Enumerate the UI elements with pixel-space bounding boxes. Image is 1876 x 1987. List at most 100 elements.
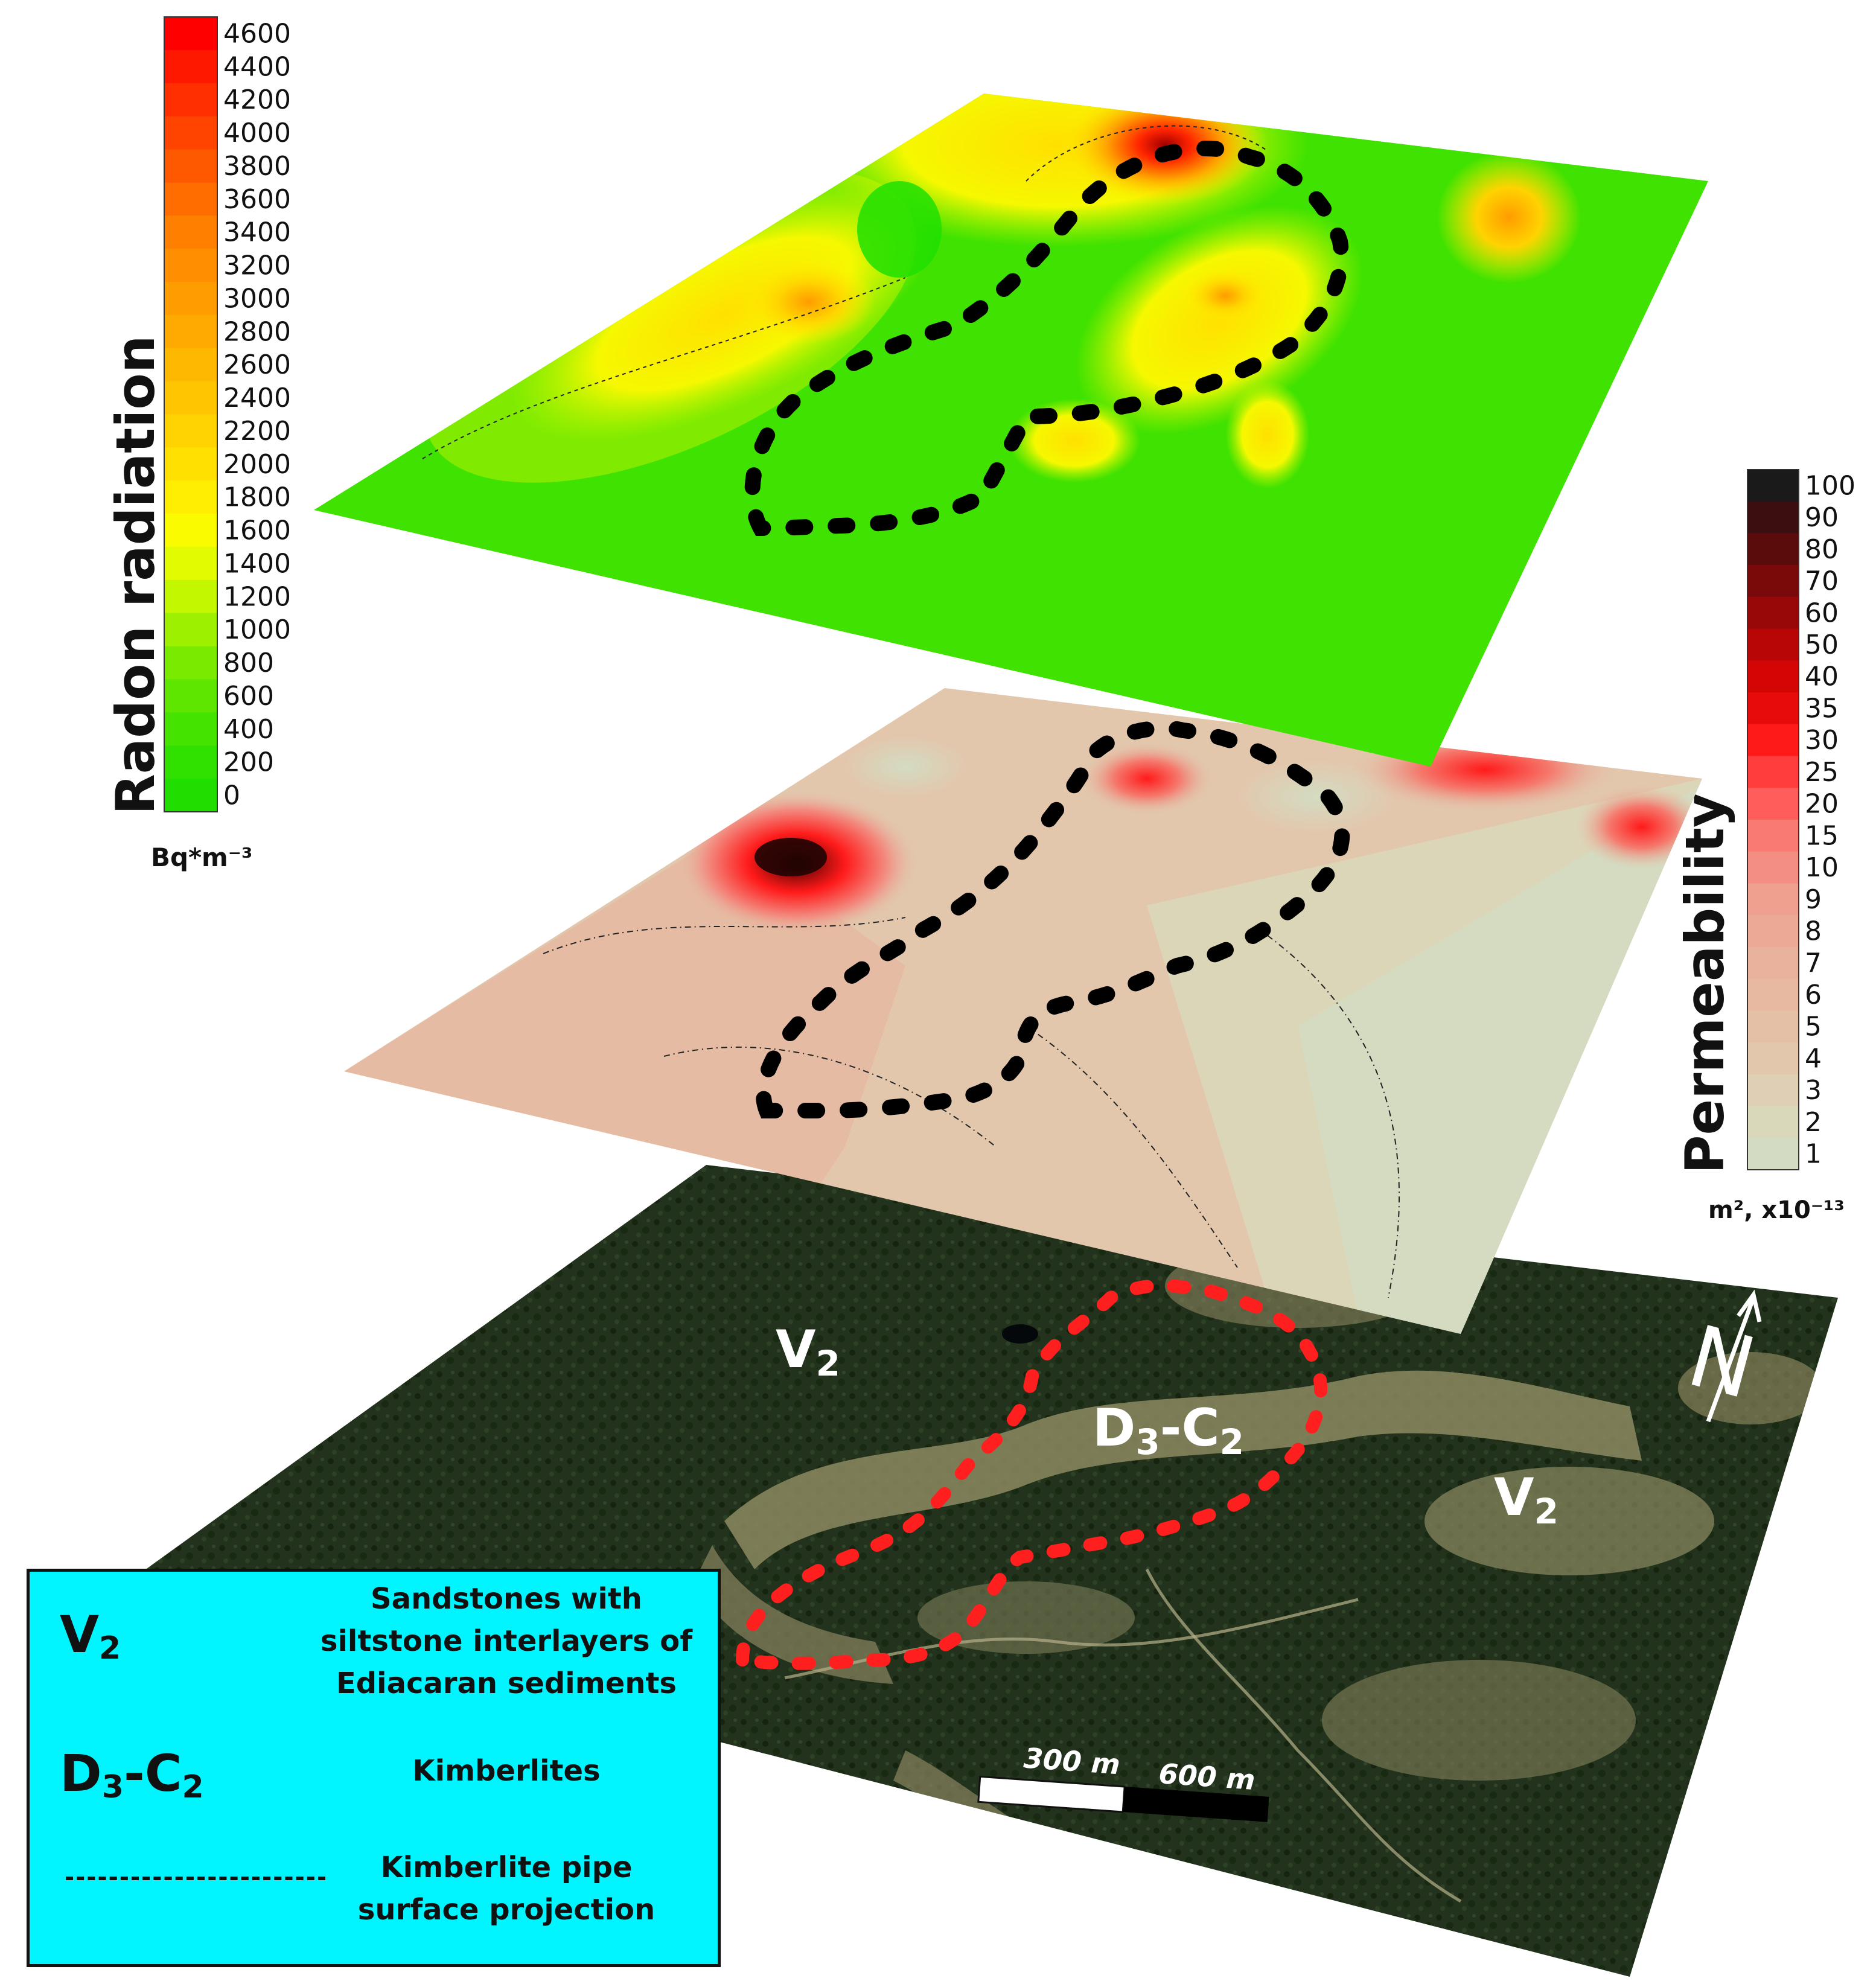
pipe-outline-permeability (755, 720, 1350, 1119)
permeability-tick-label: 30 (1805, 725, 1839, 756)
radon-tick-label: 1600 (223, 515, 291, 546)
radon-color-band (164, 348, 217, 382)
permeability-color-band (1747, 915, 1799, 948)
radon-color-band (164, 314, 217, 349)
radon-color-band (164, 579, 217, 614)
radon-layer (314, 94, 1708, 767)
permeability-color-band (1747, 724, 1799, 757)
permeability-tick-label: 3 (1805, 1075, 1822, 1106)
permeability-tick-label: 80 (1805, 534, 1839, 565)
permeability-color-band (1747, 692, 1799, 725)
radon-color-band (164, 381, 217, 415)
permeability-scale-frame (1747, 469, 1799, 1170)
radon-color-band (164, 447, 217, 481)
radon-color-band (164, 249, 217, 282)
radon-tick-label: 600 (223, 681, 274, 712)
scale-bar: 300 m 600 m (977, 1741, 1269, 1822)
radon-tick-label: 1200 (223, 581, 291, 612)
permeability-tick-label: 25 (1805, 757, 1839, 788)
permeability-tick-label: 5 (1805, 1012, 1822, 1042)
radon-tick-label: 2800 (223, 316, 291, 347)
radon-color-scale: 4600440042004000380036003400320030002800… (164, 16, 291, 812)
radon-color-band (164, 679, 217, 713)
radon-tick-label: 3400 (223, 217, 291, 248)
scale-bar-label-300: 300 m (1023, 1741, 1121, 1781)
permeability-color-band (1747, 628, 1799, 661)
permeability-color-band (1747, 883, 1799, 916)
radon-color-band (164, 613, 217, 647)
radon-tick-label: 3000 (223, 283, 291, 314)
permeability-color-band (1747, 1010, 1799, 1043)
permeability-color-band (1747, 1042, 1799, 1075)
permeability-tick-label: 1 (1805, 1139, 1822, 1170)
radon-color-band (164, 480, 217, 514)
radon-color-band (164, 547, 217, 581)
radon-color-band (164, 83, 217, 117)
radon-tick-label: 4000 (223, 118, 291, 148)
radon-tick-label: 4200 (223, 85, 291, 115)
permeability-tick-label: 8 (1805, 916, 1822, 947)
permeability-color-band (1747, 1074, 1799, 1107)
radon-tick-label: 4400 (223, 51, 291, 82)
permeability-color-band (1747, 470, 1799, 502)
permeability-color-band (1747, 533, 1799, 566)
radon-color-band (164, 745, 217, 779)
radon-tick-label: 400 (223, 714, 274, 745)
radon-tick-label: 3600 (223, 184, 291, 215)
permeability-layer (344, 688, 1702, 1334)
legend-d3c2-description: Kimberlites (412, 1754, 601, 1788)
permeability-tick-label: 9 (1805, 884, 1822, 915)
pipe-outline-satellite (735, 1279, 1328, 1670)
map-label-v2-right: V2 (1494, 1467, 1559, 1532)
permeability-tick-label: 4 (1805, 1043, 1822, 1074)
permeability-tick-label: 20 (1805, 789, 1839, 820)
permeability-tick-label: 6 (1805, 980, 1822, 1010)
radon-color-band (164, 712, 217, 746)
scale-bar-label-600: 600 m (1158, 1757, 1256, 1796)
permeability-color-band (1747, 851, 1799, 884)
radon-tick-label: 3200 (223, 250, 291, 281)
legend-dashed-line-symbol (66, 1877, 325, 1880)
radon-color-band (164, 282, 217, 316)
radon-scale-title: Radon radiation (104, 335, 167, 815)
permeability-color-band (1747, 596, 1799, 630)
permeability-scale-title: Permeability (1674, 793, 1736, 1174)
permeability-tick-label: 60 (1805, 598, 1839, 628)
permeability-tick-label: 100 (1805, 470, 1855, 501)
radon-color-band (164, 149, 217, 183)
radon-tick-label: 3800 (223, 151, 291, 182)
permeability-color-band (1747, 756, 1799, 788)
permeability-color-band (1747, 501, 1799, 534)
scale-bar-black-segment (1123, 1787, 1269, 1822)
map-label-d3c2: D3-C2 (1093, 1398, 1244, 1462)
radon-color-band (164, 779, 217, 812)
permeability-tick-label: 7 (1805, 948, 1822, 978)
radon-scale-frame (164, 16, 218, 812)
radon-tick-label: 2600 (223, 349, 291, 380)
radon-color-band (164, 414, 217, 448)
radon-tick-label: 0 (223, 780, 240, 811)
legend-pipe-description: Kimberlite pipe surface projection (357, 1851, 656, 1927)
radon-color-band (164, 514, 217, 547)
legend-v2-description: Sandstones with siltstone interlayers of… (320, 1582, 693, 1700)
radon-color-band (164, 116, 217, 150)
map-label-v2-left: V2 (776, 1319, 840, 1384)
radon-color-band (164, 646, 217, 680)
radon-tick-label: 1000 (223, 614, 291, 645)
permeability-color-band (1747, 978, 1799, 1011)
radon-tick-label: 2400 (223, 383, 291, 413)
radon-tick-label: 1400 (223, 548, 291, 579)
permeability-tick-label: 10 (1805, 852, 1839, 883)
radon-scale-unit: Bq*m⁻³ (151, 843, 252, 872)
permeability-tick-label: 15 (1805, 820, 1839, 851)
permeability-tick-label: 70 (1805, 566, 1839, 597)
permeability-color-band (1747, 660, 1799, 693)
radon-color-band (164, 182, 217, 216)
permeability-tick-label: 90 (1805, 502, 1839, 533)
permeability-color-band (1747, 1106, 1799, 1138)
permeability-tick-label: 50 (1805, 630, 1839, 660)
permeability-color-band (1747, 946, 1799, 980)
permeability-scale-unit: m², x10⁻¹³ (1708, 1196, 1845, 1224)
